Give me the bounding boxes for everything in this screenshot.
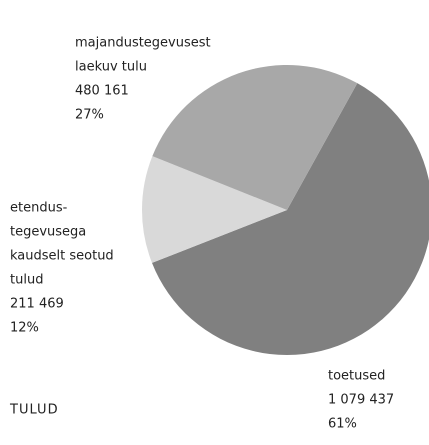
amount-label: 1 079 437 (328, 393, 394, 408)
pie-slice (142, 156, 287, 263)
slice-label: majandustegevusest (75, 36, 211, 51)
slice-label: etendus- (10, 201, 68, 216)
amount-label: 480 161 (75, 84, 129, 99)
chart-title: TULUD (9, 403, 59, 418)
amount-label: 211 469 (10, 297, 64, 312)
slice-label: laekuv tulu (75, 60, 147, 75)
percent-label: 61% (328, 417, 357, 432)
percent-label: 27% (75, 108, 104, 123)
percent-label: 12% (10, 321, 39, 336)
slice-label: tegevusega (10, 225, 86, 240)
slice-label: kaudselt seotud (10, 249, 114, 264)
slice-label: toetused (328, 369, 385, 384)
slice-label: tulud (10, 273, 43, 288)
pie-slice (151, 83, 429, 355)
pie-slice (152, 65, 358, 210)
